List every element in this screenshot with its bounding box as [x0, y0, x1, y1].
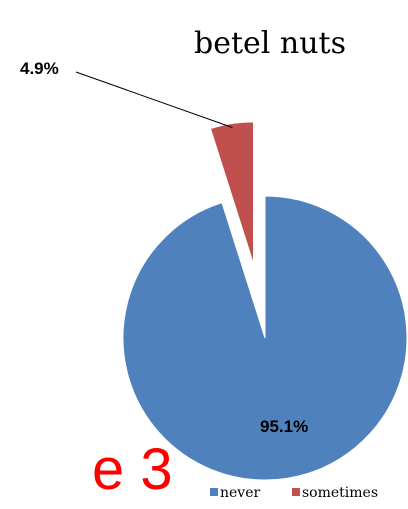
legend: never sometimes — [210, 485, 378, 501]
legend-swatch-never — [210, 488, 218, 496]
legend-label-never: never — [220, 485, 260, 501]
legend-label-sometimes: sometimes — [302, 485, 378, 501]
leader-line-sometimes — [75, 71, 233, 128]
pie-slice-never — [122, 195, 408, 481]
leader-lines — [75, 71, 233, 128]
overlay-red-text: e 3 — [92, 437, 173, 502]
pie-slice-sometimes — [209, 121, 254, 265]
data-label-sometimes: 4.9% — [20, 59, 59, 78]
legend-swatch-sometimes — [292, 488, 300, 496]
data-labels: 95.1% 4.9% — [20, 59, 308, 436]
data-label-never: 95.1% — [260, 417, 308, 436]
chart-title: betel nuts — [194, 26, 346, 61]
pie-slices — [122, 121, 408, 481]
